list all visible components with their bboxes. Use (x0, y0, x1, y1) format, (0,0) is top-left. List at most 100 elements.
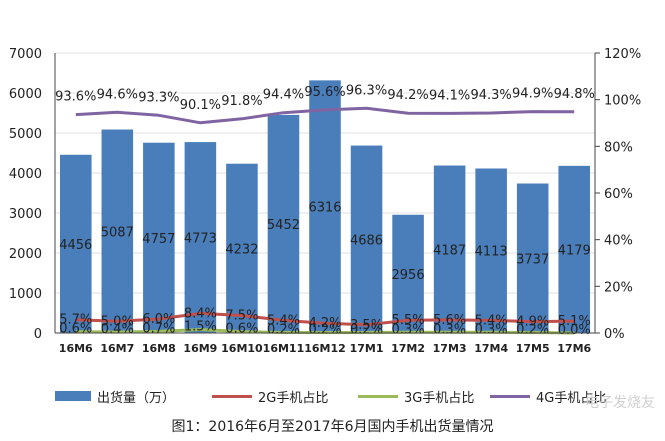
line-data-label: 5.6% (433, 313, 466, 328)
series-line-1 (75, 311, 575, 327)
legend-label-2g: 2G手机占比 (258, 390, 329, 406)
x-tick-label: 16M10 (221, 342, 263, 355)
line-data-label: 5.7% (59, 313, 92, 328)
line-data-label: 94.8% (554, 87, 595, 102)
line-data-label: 5.5% (392, 313, 425, 328)
x-tick-label: 16M12 (304, 342, 346, 355)
line-data-label: 6.0% (142, 312, 175, 327)
bar-data-label: 6316 (308, 201, 341, 216)
line-data-label: 0.3% (392, 322, 425, 337)
x-tick-label: 16M6 (59, 342, 93, 355)
y-left-tick-label: 4000 (9, 167, 42, 182)
line-data-label: 4.2% (308, 316, 341, 331)
line-data-label: 0.4% (101, 322, 134, 337)
legend-label-3g: 3G手机占比 (404, 390, 475, 406)
legend-label-shipments: 出货量（万） (97, 390, 176, 406)
line-data-label: 7.5% (225, 309, 258, 324)
line-data-label: 3.5% (350, 318, 383, 333)
bar (392, 214, 424, 333)
legend-swatch-3g (358, 394, 398, 398)
bar (350, 145, 383, 333)
legend-label-4g: 4G手机占比 (536, 390, 607, 406)
x-tick-label: 17M5 (516, 342, 550, 355)
bar (184, 142, 217, 333)
y-left-tick-label: 0 (34, 327, 42, 342)
bar-data-label: 5452 (267, 218, 300, 233)
legend-swatch-shipments (55, 391, 91, 401)
series-line-3 (75, 106, 575, 125)
legend-swatch-2g (212, 394, 252, 398)
x-tick-label: 16M9 (183, 342, 217, 355)
line-data-label: 5.0% (101, 314, 134, 329)
y-right-tick-label: 80% (604, 140, 633, 155)
y-left-tick-label: 1000 (9, 287, 42, 302)
y-right-tick-label: 60% (604, 187, 633, 202)
bar-data-label: 4456 (59, 238, 92, 253)
bar (226, 163, 258, 333)
x-tick-label: 17M2 (391, 342, 425, 355)
bar-data-label: 3737 (516, 252, 549, 267)
bar-data-label: 2956 (392, 268, 425, 283)
x-tick-label: 17M1 (350, 342, 384, 355)
legend: 出货量（万） 2G手机占比 3G手机占比 4G手机占比 (0, 385, 665, 407)
line-data-label: 5.1% (558, 314, 591, 329)
line-data-label: 94.3% (470, 88, 511, 103)
figure-caption: 图1：2016年6月至2017年6月国内手机出货量情况 (171, 419, 494, 435)
line-data-label: 1.5% (184, 320, 217, 335)
x-tick-label: 16M11 (263, 342, 305, 355)
bar-data-label: 4686 (350, 233, 383, 248)
x-tick-label: 17M3 (433, 342, 467, 355)
y-left-tick-label: 7000 (9, 47, 42, 62)
line-data-label: 0.7% (142, 321, 175, 336)
line-data-label: 8.4% (184, 306, 217, 321)
bar-data-label: 4757 (142, 232, 175, 247)
x-tick-label: 16M8 (142, 342, 176, 355)
line-data-label: 94.1% (429, 88, 470, 103)
bar (59, 154, 92, 333)
bar (475, 168, 507, 333)
bar (267, 114, 300, 333)
line-data-label: 93.6% (55, 90, 96, 105)
y-right-tick-label: 100% (604, 94, 641, 109)
x-tick-label: 17M6 (557, 342, 591, 355)
bar (101, 129, 134, 333)
y-left-tick-label: 2000 (9, 247, 42, 262)
legend-item-shipments: 出货量（万） (55, 385, 175, 407)
y-right-tick-label: 0% (604, 327, 625, 342)
line-data-label: 4.9% (516, 315, 549, 330)
line-data-label: 0.3% (433, 322, 466, 337)
line-data-label: 94.2% (387, 88, 428, 103)
y-left-tick-label: 6000 (9, 87, 42, 102)
line-data-label: 0.6% (225, 322, 258, 337)
legend-item-2g: 2G手机占比 (212, 385, 328, 407)
legend-swatch-4g (490, 394, 530, 398)
y-left-tick-label: 5000 (9, 127, 42, 142)
line-data-label: 90.1% (180, 98, 221, 113)
bar-data-label: 4773 (184, 232, 217, 247)
line-data-label: 95.6% (304, 85, 345, 100)
line-data-label: 0.0% (558, 323, 591, 338)
bar (516, 183, 549, 333)
line-data-label: 94.9% (512, 87, 553, 102)
line-data-label: 0.2% (308, 323, 341, 338)
line-data-label: 0.2% (516, 323, 549, 338)
line-data-label: 96.3% (346, 83, 387, 98)
y-left-tick-label: 3000 (9, 207, 42, 222)
bar-data-label: 4232 (225, 242, 258, 257)
line-data-label: 0.3% (475, 322, 508, 337)
x-tick-label: 16M7 (100, 342, 134, 355)
watermark: 电子发烧友 (585, 395, 655, 411)
legend-item-4g: 4G手机占比 (490, 385, 606, 407)
bar (558, 165, 591, 333)
bar (433, 165, 466, 333)
line-data-label: 91.8% (221, 94, 262, 109)
bar (309, 80, 341, 333)
y-right-tick-label: 20% (604, 280, 633, 295)
line-data-label: 5.4% (475, 313, 508, 328)
line-data-label: 0.2% (350, 323, 383, 338)
y-right-tick-label: 40% (604, 234, 633, 249)
bar-data-label: 5087 (101, 225, 134, 240)
bar-data-label: 4113 (475, 245, 508, 260)
bar (143, 142, 175, 333)
